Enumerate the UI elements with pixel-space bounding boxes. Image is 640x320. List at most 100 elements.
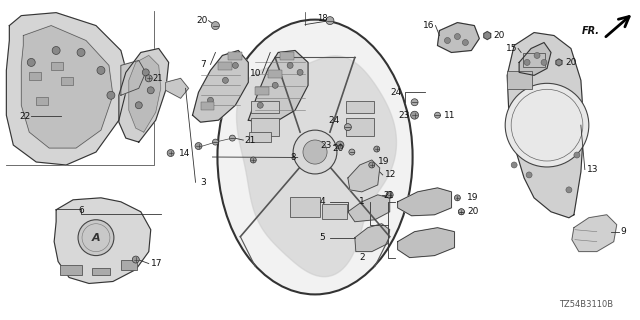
Polygon shape: [484, 32, 491, 40]
Circle shape: [462, 40, 468, 45]
Polygon shape: [507, 33, 584, 218]
Circle shape: [257, 102, 263, 108]
Text: A: A: [92, 233, 100, 243]
Text: 11: 11: [444, 111, 455, 120]
Polygon shape: [572, 215, 617, 252]
Circle shape: [411, 99, 418, 106]
Circle shape: [142, 69, 149, 76]
Bar: [346, 118, 374, 136]
Circle shape: [97, 67, 105, 74]
Text: 20: 20: [467, 207, 479, 216]
Bar: [346, 101, 374, 113]
Text: 24: 24: [329, 116, 340, 125]
Polygon shape: [54, 198, 151, 284]
Polygon shape: [355, 224, 390, 252]
Circle shape: [77, 49, 85, 56]
Circle shape: [229, 135, 236, 141]
Polygon shape: [248, 51, 308, 122]
Bar: [228, 52, 243, 60]
Text: 7: 7: [200, 60, 206, 69]
Circle shape: [78, 220, 114, 256]
Circle shape: [566, 187, 572, 193]
Circle shape: [132, 256, 140, 263]
Polygon shape: [237, 56, 397, 277]
Bar: [51, 62, 63, 70]
Circle shape: [207, 97, 214, 103]
Polygon shape: [119, 49, 169, 142]
Text: 20: 20: [493, 31, 504, 40]
Text: 12: 12: [385, 171, 396, 180]
Polygon shape: [348, 160, 380, 192]
Polygon shape: [121, 60, 146, 95]
Text: 20: 20: [333, 144, 344, 153]
Circle shape: [534, 52, 540, 59]
Bar: [61, 77, 73, 85]
Bar: [250, 132, 271, 142]
Bar: [36, 97, 48, 105]
Text: 19: 19: [378, 157, 389, 166]
Polygon shape: [556, 59, 562, 66]
Circle shape: [303, 140, 327, 164]
Circle shape: [458, 209, 465, 215]
Text: 24: 24: [390, 88, 402, 97]
Circle shape: [458, 209, 465, 215]
Bar: [523, 53, 545, 68]
Text: 22: 22: [19, 112, 31, 121]
Bar: [268, 70, 282, 78]
Text: 20: 20: [196, 16, 207, 25]
Circle shape: [211, 22, 220, 29]
Circle shape: [454, 34, 460, 40]
Circle shape: [526, 172, 532, 178]
Circle shape: [250, 157, 256, 163]
Polygon shape: [6, 13, 129, 165]
Circle shape: [223, 77, 228, 83]
Circle shape: [145, 75, 152, 82]
Circle shape: [232, 62, 238, 68]
Circle shape: [297, 69, 303, 76]
Circle shape: [28, 59, 35, 67]
Text: FR.: FR.: [582, 26, 600, 36]
Text: 20: 20: [565, 58, 576, 67]
Text: 21: 21: [244, 136, 256, 145]
Polygon shape: [166, 78, 189, 98]
Circle shape: [212, 139, 218, 145]
Circle shape: [444, 37, 451, 44]
Bar: [218, 62, 232, 70]
Bar: [252, 118, 279, 136]
Circle shape: [374, 146, 380, 152]
Text: 17: 17: [151, 259, 162, 268]
Circle shape: [369, 162, 375, 168]
Polygon shape: [129, 55, 161, 132]
Text: 15: 15: [506, 44, 517, 53]
Text: 2: 2: [359, 253, 365, 262]
Circle shape: [511, 162, 517, 168]
Circle shape: [107, 91, 115, 99]
Circle shape: [336, 141, 344, 149]
Text: 10: 10: [250, 69, 262, 78]
Bar: [60, 265, 82, 275]
Polygon shape: [21, 26, 113, 148]
Bar: [290, 197, 320, 217]
Circle shape: [135, 102, 142, 109]
Circle shape: [541, 60, 547, 65]
Polygon shape: [519, 43, 551, 76]
Bar: [200, 102, 214, 110]
Polygon shape: [438, 23, 479, 52]
Bar: [280, 52, 294, 60]
Bar: [92, 268, 110, 276]
Bar: [323, 204, 348, 219]
Text: 5: 5: [319, 233, 325, 242]
Text: 9: 9: [621, 227, 627, 236]
Text: 16: 16: [423, 21, 435, 30]
Text: 14: 14: [179, 148, 190, 157]
Circle shape: [147, 87, 154, 94]
Text: 23: 23: [398, 111, 410, 120]
Bar: [255, 87, 269, 95]
Polygon shape: [397, 188, 451, 216]
Circle shape: [272, 82, 278, 88]
Circle shape: [435, 112, 440, 118]
Polygon shape: [348, 195, 390, 222]
Circle shape: [386, 191, 393, 198]
Polygon shape: [397, 228, 454, 258]
Text: 3: 3: [200, 178, 206, 187]
